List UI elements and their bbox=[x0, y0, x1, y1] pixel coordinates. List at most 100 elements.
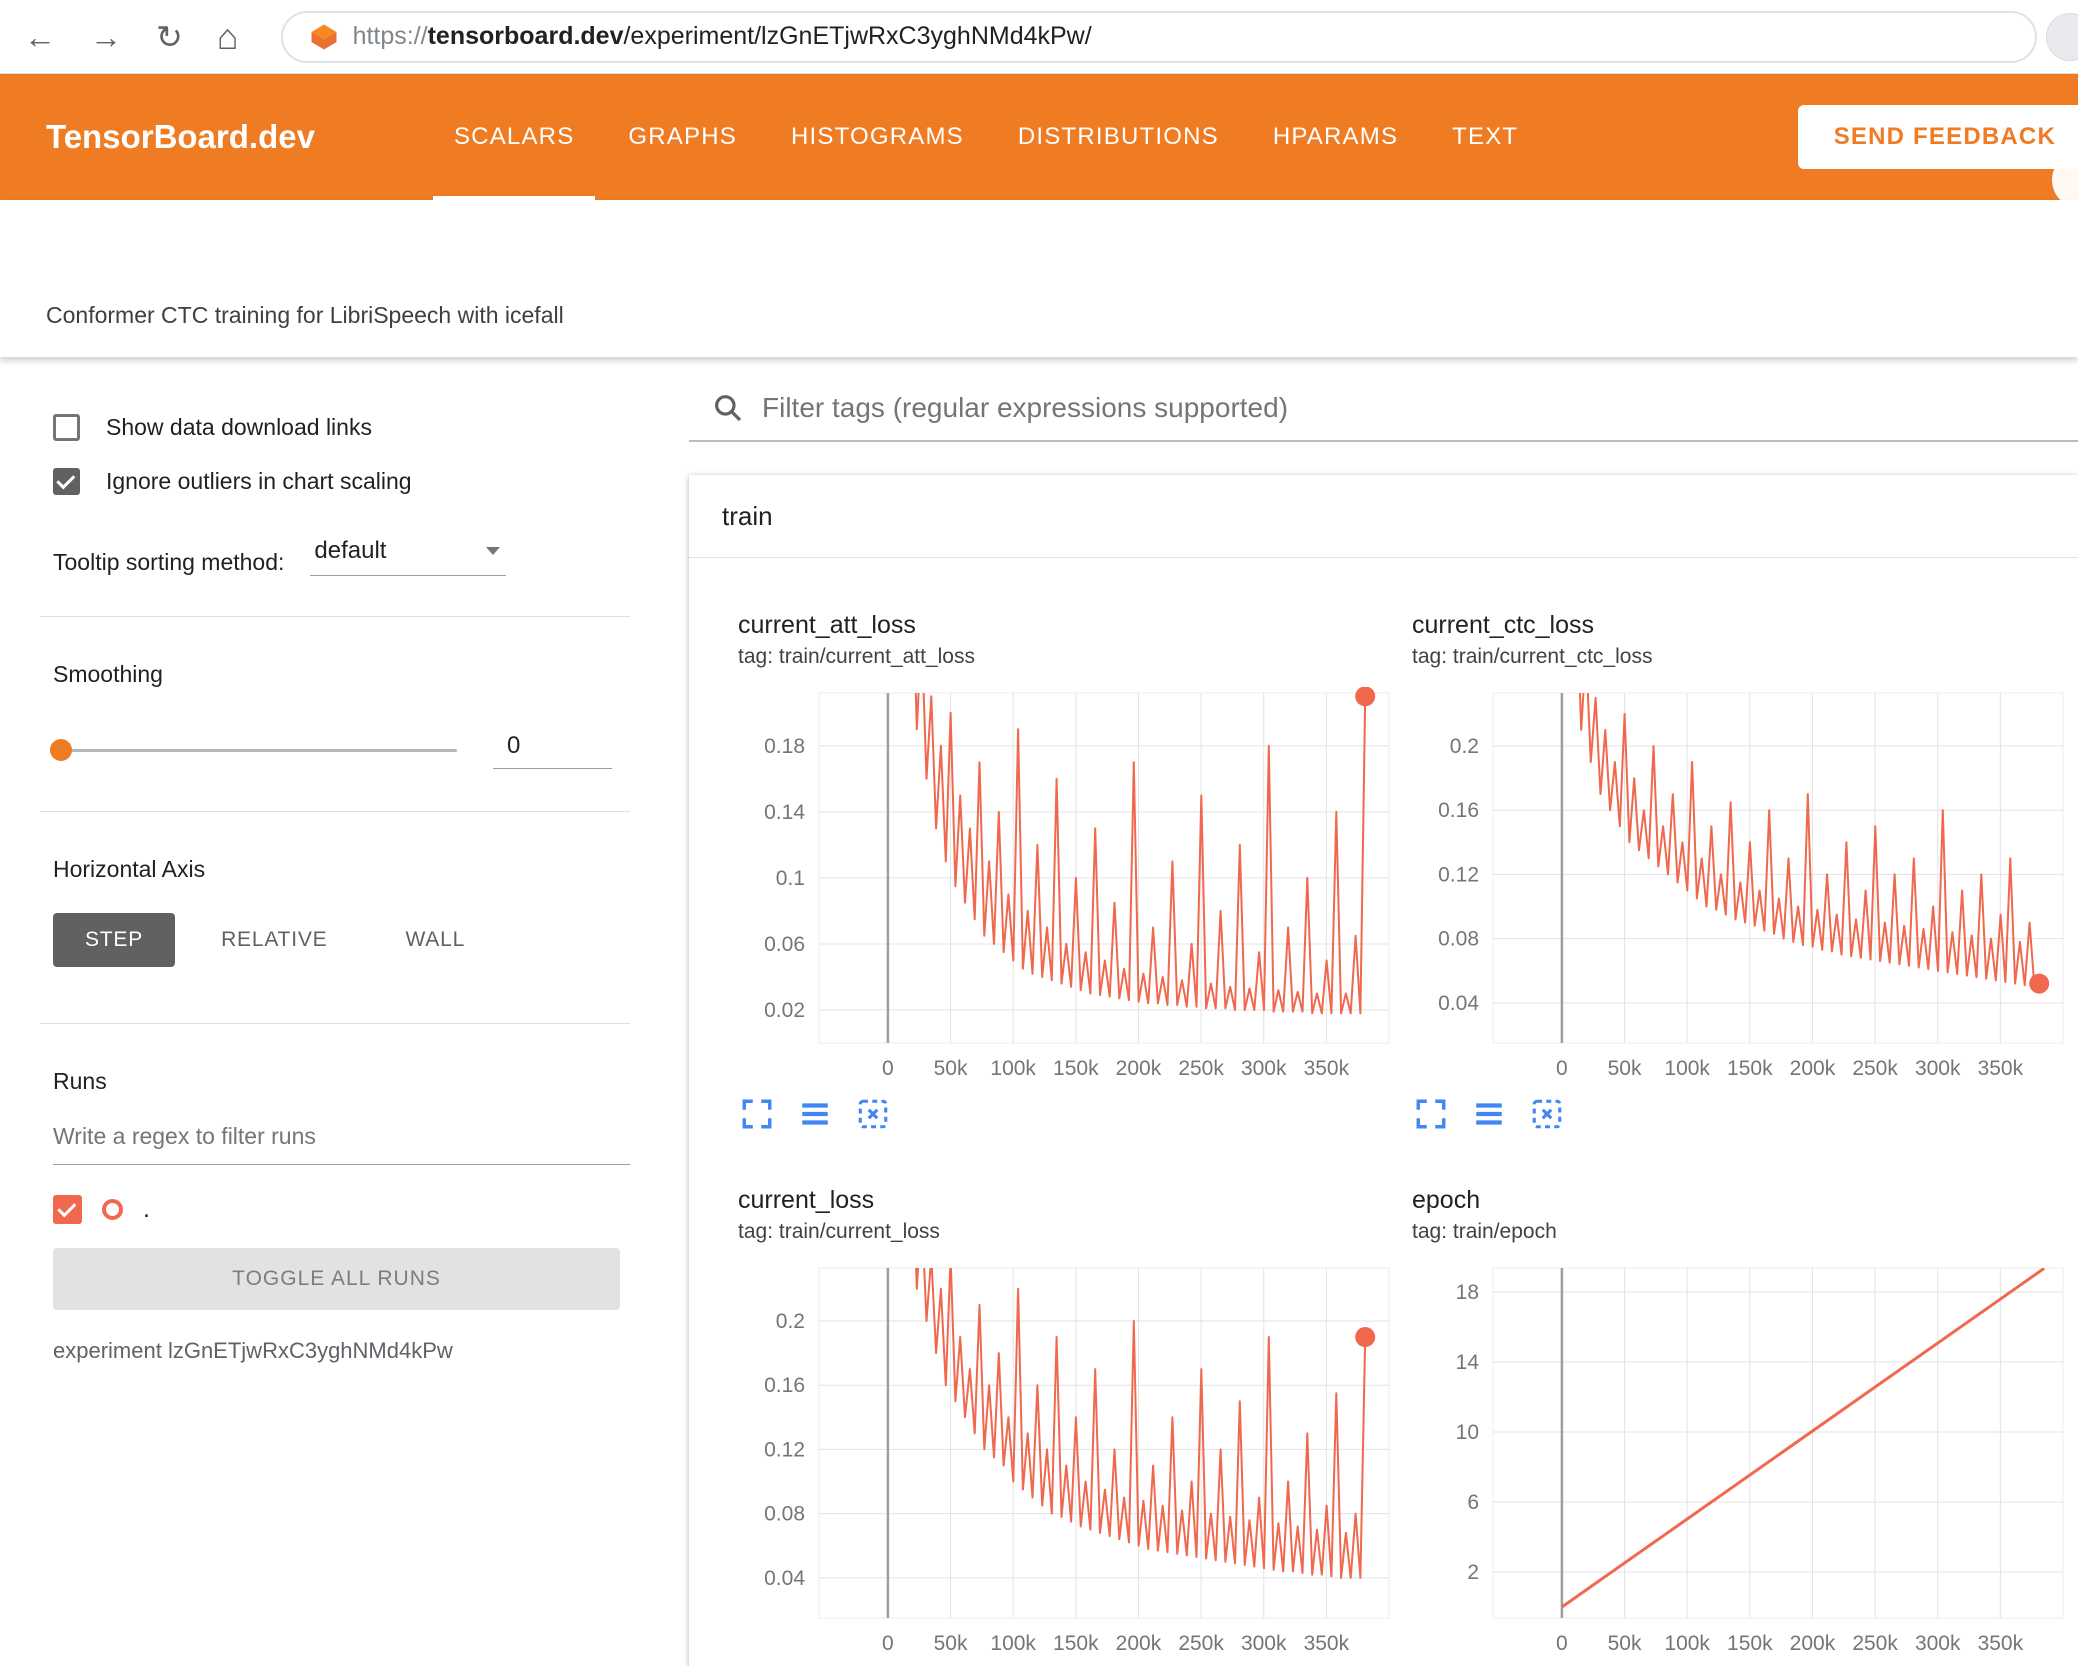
checkbox-label: Show data download links bbox=[106, 414, 372, 440]
horizontal-axis-label: Horizontal Axis bbox=[53, 856, 206, 882]
svg-text:200k: 200k bbox=[1790, 1057, 1836, 1080]
axis-step-button[interactable]: STEP bbox=[53, 913, 176, 967]
toggle-y-axis-icon[interactable] bbox=[798, 1097, 832, 1131]
checkbox-icon[interactable] bbox=[53, 468, 80, 495]
svg-text:200k: 200k bbox=[1116, 1632, 1162, 1655]
axis-wall-button[interactable]: WALL bbox=[405, 928, 466, 951]
svg-text:250k: 250k bbox=[1852, 1632, 1898, 1655]
fit-domain-icon[interactable] bbox=[1530, 1097, 1564, 1131]
chart-current-att-loss: current_att_loss tag: train/current_att_… bbox=[738, 611, 1412, 1131]
svg-text:0.02: 0.02 bbox=[764, 999, 805, 1022]
experiment-title-bar: Conformer CTC training for LibriSpeech w… bbox=[0, 200, 2078, 357]
svg-text:0: 0 bbox=[1556, 1632, 1568, 1655]
line-chart[interactable]: 0.2 0.16 0.12 0.08 0.04 0 50k 100k 150k 200k 250k 3… bbox=[738, 1262, 1412, 1662]
svg-text:200k: 200k bbox=[1790, 1632, 1836, 1655]
show-download-links-checkbox[interactable]: Show data download links bbox=[53, 414, 689, 441]
chart-tag: tag: train/current_ctc_loss bbox=[1412, 645, 1653, 668]
svg-text:0.2: 0.2 bbox=[776, 1310, 805, 1333]
svg-text:350k: 350k bbox=[1978, 1632, 2024, 1655]
svg-text:300k: 300k bbox=[1915, 1632, 1961, 1655]
svg-text:18: 18 bbox=[1456, 1281, 1479, 1304]
line-chart[interactable]: 0.2 0.16 0.12 0.08 0.04 0 50k 100k 150k 200k 250k 3… bbox=[1412, 687, 2078, 1087]
chart-toolbar bbox=[1414, 1097, 2078, 1131]
content: Show data download links Ignore outliers… bbox=[0, 357, 2078, 1666]
nav-tabs: SCALARS GRAPHS HISTOGRAMS DISTRIBUTIONS … bbox=[427, 74, 1545, 200]
tooltip-sorting-select[interactable]: default bbox=[310, 537, 507, 576]
smoothing-value-input[interactable] bbox=[493, 732, 612, 769]
train-section-card: train current_att_loss tag: train/curren… bbox=[689, 475, 2078, 1666]
svg-text:50k: 50k bbox=[934, 1057, 968, 1080]
divider bbox=[40, 616, 630, 617]
run-color-swatch-icon[interactable] bbox=[102, 1199, 123, 1220]
browser-profile-avatar[interactable] bbox=[2046, 13, 2078, 61]
tab-text[interactable]: TEXT bbox=[1452, 123, 1519, 150]
tab-graphs[interactable]: GRAPHS bbox=[628, 123, 737, 150]
reload-icon[interactable]: ↻ bbox=[156, 18, 183, 55]
tab-hparams[interactable]: HPARAMS bbox=[1272, 123, 1399, 150]
smoothing-slider[interactable] bbox=[50, 739, 457, 761]
url-path: /experiment/lzGnETjwRxC3yghNMd4kPw/ bbox=[623, 22, 1092, 50]
runs-filter-input[interactable] bbox=[53, 1123, 630, 1165]
chart-title: current_loss bbox=[738, 1186, 875, 1214]
toggle-all-runs-button[interactable]: TOGGLE ALL RUNS bbox=[53, 1248, 620, 1310]
ignore-outliers-checkbox[interactable]: Ignore outliers in chart scaling bbox=[53, 468, 689, 495]
svg-text:0.12: 0.12 bbox=[764, 1438, 805, 1461]
charts-grid: current_att_loss tag: train/current_att_… bbox=[689, 558, 2078, 1666]
train-section-title: train bbox=[722, 500, 773, 531]
forward-icon[interactable]: → bbox=[90, 18, 122, 55]
svg-text:0.08: 0.08 bbox=[764, 1503, 805, 1526]
line-chart[interactable]: 0.18 0.14 0.1 0.06 0.02 0 50k 100k 150k 200k 250k 3… bbox=[738, 687, 1412, 1087]
expand-chart-icon[interactable] bbox=[1414, 1097, 1448, 1131]
experiment-id-text: experiment lzGnETjwRxC3yghNMd4kPw bbox=[53, 1338, 453, 1363]
chevron-down-icon bbox=[486, 547, 501, 555]
svg-text:300k: 300k bbox=[1241, 1057, 1287, 1080]
svg-text:0: 0 bbox=[1556, 1057, 1568, 1080]
run-checkbox[interactable] bbox=[53, 1195, 82, 1224]
app-header: TensorBoard.dev SCALARS GRAPHS HISTOGRAM… bbox=[0, 74, 2078, 208]
browser-chrome: ← → ↻ ⌂ https://tensorboard.dev/experime… bbox=[0, 0, 2078, 74]
filter-tags-input[interactable] bbox=[762, 392, 2078, 424]
tab-distributions[interactable]: DISTRIBUTIONS bbox=[1017, 123, 1219, 150]
address-bar[interactable]: https://tensorboard.dev/experiment/lzGnE… bbox=[280, 10, 2037, 63]
svg-text:50k: 50k bbox=[1608, 1057, 1642, 1080]
send-feedback-button[interactable]: SEND FEEDBACK bbox=[1797, 105, 2078, 169]
tab-scalars[interactable]: SCALARS bbox=[427, 74, 601, 200]
line-chart[interactable]: 18 14 10 6 2 0 50k 100k 150k 200k 250k 300k 350k bbox=[1412, 1262, 2078, 1662]
checkbox-label: Ignore outliers in chart scaling bbox=[106, 468, 412, 494]
home-icon[interactable]: ⌂ bbox=[216, 15, 239, 57]
brand-logo[interactable]: TensorBoard.dev bbox=[46, 118, 315, 155]
toggle-y-axis-icon[interactable] bbox=[1472, 1097, 1506, 1131]
svg-text:10: 10 bbox=[1456, 1421, 1479, 1444]
url-text: https://tensorboard.dev/experiment/lzGnE… bbox=[353, 22, 1092, 51]
search-icon bbox=[712, 392, 744, 424]
svg-text:0.18: 0.18 bbox=[764, 735, 805, 758]
svg-text:150k: 150k bbox=[1053, 1632, 1099, 1655]
svg-text:0.08: 0.08 bbox=[1438, 928, 1479, 951]
svg-text:350k: 350k bbox=[1304, 1057, 1350, 1080]
axis-relative-button[interactable]: RELATIVE bbox=[221, 928, 328, 951]
back-icon[interactable]: ← bbox=[24, 18, 56, 55]
run-name: . bbox=[143, 1195, 150, 1223]
svg-text:150k: 150k bbox=[1727, 1632, 1773, 1655]
tooltip-sorting-value: default bbox=[314, 537, 387, 564]
slider-thumb[interactable] bbox=[50, 739, 72, 761]
svg-text:0.2: 0.2 bbox=[1450, 735, 1479, 758]
horizontal-axis-buttons: STEP RELATIVE WALL bbox=[53, 913, 689, 967]
fit-domain-icon[interactable] bbox=[856, 1097, 890, 1131]
svg-text:300k: 300k bbox=[1241, 1632, 1287, 1655]
svg-text:0.14: 0.14 bbox=[764, 801, 805, 824]
checkbox-icon[interactable] bbox=[53, 414, 80, 441]
chart-tag: tag: train/current_loss bbox=[738, 1220, 940, 1243]
svg-text:0.16: 0.16 bbox=[764, 1374, 805, 1397]
expand-chart-icon[interactable] bbox=[740, 1097, 774, 1131]
chart-current-loss: current_loss tag: train/current_loss 0.2… bbox=[738, 1186, 1412, 1666]
train-section-header[interactable]: train bbox=[689, 475, 2078, 558]
svg-text:0: 0 bbox=[882, 1632, 894, 1655]
svg-text:350k: 350k bbox=[1978, 1057, 2024, 1080]
experiment-title: Conformer CTC training for LibriSpeech w… bbox=[46, 302, 564, 328]
url-domain: tensorboard.dev bbox=[427, 22, 624, 50]
svg-text:14: 14 bbox=[1456, 1351, 1480, 1374]
tab-histograms[interactable]: HISTOGRAMS bbox=[790, 123, 964, 150]
run-row: . bbox=[53, 1195, 689, 1224]
svg-text:150k: 150k bbox=[1727, 1057, 1773, 1080]
